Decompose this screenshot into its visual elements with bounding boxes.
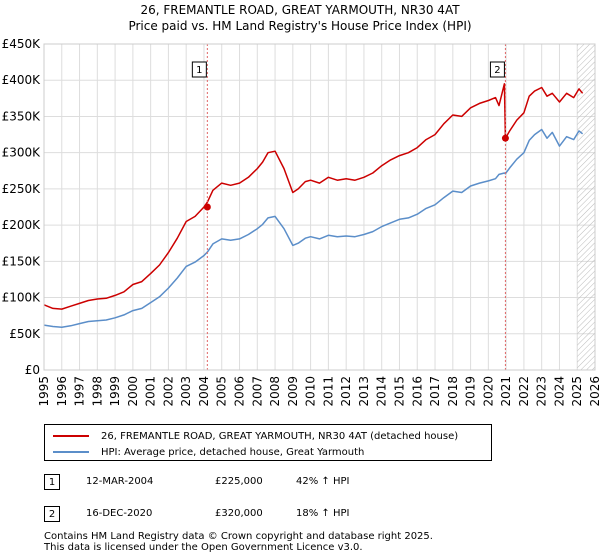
x-tick-label: 2012 bbox=[339, 376, 353, 407]
x-tick-label: 1996 bbox=[55, 376, 69, 407]
sale-label-box bbox=[191, 61, 207, 78]
sale-row: 2 16-DEC-2020 £320,000 18% ↑ HPI bbox=[44, 506, 564, 526]
legend: 26, FREMANTLE ROAD, GREAT YARMOUTH, NR30… bbox=[44, 424, 492, 461]
sale-label-box bbox=[489, 61, 505, 78]
property-price-line bbox=[43, 83, 584, 310]
x-tick-label: 2026 bbox=[588, 376, 600, 407]
x-tick-label: 2007 bbox=[250, 376, 264, 407]
legend-label-hpi: HPI: Average price, detached house, Grea… bbox=[101, 446, 365, 458]
attribution-line-2: This data is licensed under the Open Gov… bbox=[44, 542, 363, 553]
sale-number-badge: 2 bbox=[44, 506, 60, 522]
plot-border bbox=[43, 43, 596, 371]
y-tick-label: £150K bbox=[2, 254, 42, 268]
sale-hpi-change: 42% ↑ HPI bbox=[296, 476, 350, 487]
x-tick-label: 2019 bbox=[464, 376, 478, 407]
y-tick-label: £350K bbox=[2, 109, 42, 123]
x-tick-label: 2016 bbox=[410, 376, 424, 407]
sale-label-number: 1 bbox=[196, 65, 202, 76]
x-tick-label: 2002 bbox=[161, 376, 175, 407]
plot-area bbox=[44, 44, 595, 370]
price-chart: 1 2 £0 £50K £100K £150K £200K £250K £300K £350K £… bbox=[2, 37, 600, 407]
x-tick-label: 2009 bbox=[286, 376, 300, 407]
x-tick-label: 2017 bbox=[428, 376, 442, 407]
legend-item-property: 26, FREMANTLE ROAD, GREAT YARMOUTH, NR30… bbox=[53, 429, 458, 443]
x-tick-label: 2010 bbox=[304, 376, 318, 407]
x-tick-label: 2004 bbox=[197, 376, 211, 407]
chart-subtitle: Price paid vs. HM Land Registry's House … bbox=[128, 19, 472, 33]
sale-date: 16-DEC-2020 bbox=[86, 508, 153, 519]
x-tick-label: 2020 bbox=[481, 376, 495, 407]
x-tick-label: 1999 bbox=[108, 376, 122, 407]
x-tick-label: 2000 bbox=[126, 376, 140, 407]
y-tick-label: £50K bbox=[9, 327, 41, 341]
sale-number-badge: 1 bbox=[44, 474, 60, 490]
x-tick-label: 2023 bbox=[535, 376, 549, 407]
sale-date: 12-MAR-2004 bbox=[86, 476, 154, 487]
x-tick-label: 2014 bbox=[375, 376, 389, 407]
y-tick-label: £0 bbox=[25, 363, 40, 377]
y-tick-label: £300K bbox=[2, 146, 42, 160]
x-tick-label: 2022 bbox=[517, 376, 531, 407]
x-tick-label: 2024 bbox=[552, 376, 566, 407]
forecast-hatch bbox=[577, 44, 595, 370]
legend-swatch-property bbox=[53, 435, 89, 437]
sale-hpi-change: 18% ↑ HPI bbox=[296, 508, 350, 519]
legend-item-hpi: HPI: Average price, detached house, Grea… bbox=[53, 445, 364, 459]
hpi-line bbox=[43, 128, 584, 329]
y-tick-label: £250K bbox=[2, 182, 42, 196]
y-tick-label: £450K bbox=[2, 37, 42, 51]
x-tick-label: 1997 bbox=[73, 376, 87, 407]
attribution-line-1: Contains HM Land Registry data © Crown c… bbox=[44, 531, 433, 542]
x-tick-label: 2021 bbox=[499, 376, 513, 407]
x-tick-label: 2011 bbox=[321, 376, 335, 407]
sale-row: 1 12-MAR-2004 £225,000 42% ↑ HPI bbox=[44, 474, 564, 494]
sale-point bbox=[501, 134, 509, 142]
x-tick-label: 2008 bbox=[268, 376, 282, 407]
x-tick-label: 2003 bbox=[179, 376, 193, 407]
x-tick-label: 1998 bbox=[90, 376, 104, 407]
legend-label-property: 26, FREMANTLE ROAD, GREAT YARMOUTH, NR30… bbox=[101, 430, 459, 442]
x-tick-label: 2001 bbox=[144, 376, 158, 407]
sale-point bbox=[203, 203, 211, 211]
x-tick-label: 2015 bbox=[392, 376, 406, 407]
sale-label-number: 2 bbox=[494, 65, 500, 76]
x-tick-label: 1995 bbox=[37, 376, 51, 407]
sale-price: £225,000 bbox=[215, 476, 263, 487]
chart-title: 26, FREMANTLE ROAD, GREAT YARMOUTH, NR30… bbox=[140, 3, 460, 17]
y-tick-label: £200K bbox=[2, 218, 42, 232]
y-tick-label: £400K bbox=[2, 73, 42, 87]
legend-swatch-hpi bbox=[53, 451, 89, 453]
y-tick-label: £100K bbox=[2, 291, 42, 305]
x-tick-label: 2013 bbox=[357, 376, 371, 407]
attribution: Contains HM Land Registry data © Crown c… bbox=[44, 531, 433, 553]
x-tick-label: 2005 bbox=[215, 376, 229, 407]
x-tick-label: 2025 bbox=[570, 376, 584, 407]
x-tick-label: 2018 bbox=[446, 376, 460, 407]
x-tick-label: 2006 bbox=[233, 376, 247, 407]
sale-price: £320,000 bbox=[215, 508, 263, 519]
